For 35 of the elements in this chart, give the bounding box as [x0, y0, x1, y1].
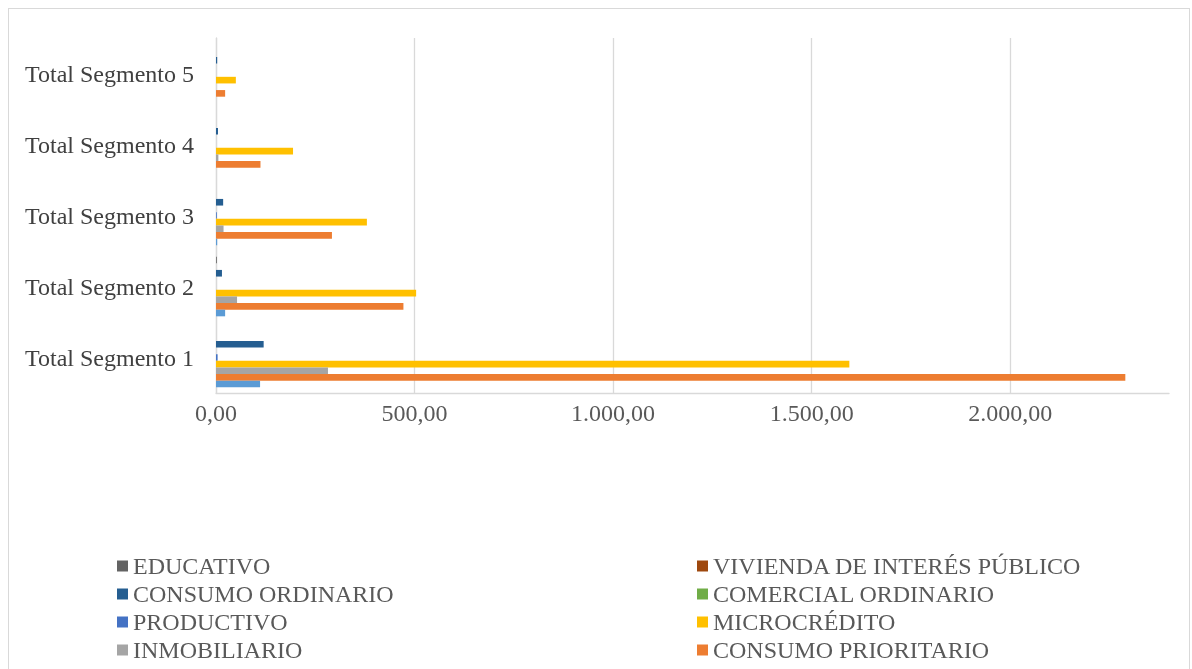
bar [216, 90, 226, 97]
bar [216, 374, 1126, 381]
legend-label: EDUCATIVO [133, 553, 271, 579]
x-tick-label: 1.500,00 [769, 400, 854, 426]
bar [216, 76, 236, 84]
bar [216, 289, 417, 297]
legend-label: CONSUMO ORDINARIO [133, 581, 394, 607]
x-tick-label: 500,00 [381, 400, 448, 426]
y-tick-label: Total Segmento 3 [25, 202, 194, 229]
bar [216, 380, 261, 388]
y-tick-label: Total Segmento 1 [25, 344, 194, 371]
bar [216, 218, 367, 226]
bar [216, 303, 404, 310]
legend-label: CONSUMO PRIORITARIO [713, 637, 990, 663]
legend-label: VIVIENDA DE INTERÉS PÚBLICO [713, 553, 1081, 579]
x-tick-label: 0,00 [195, 400, 237, 426]
bar [216, 225, 224, 233]
bar [216, 147, 294, 155]
bar [216, 360, 850, 368]
y-tick-label: Total Segmento 4 [25, 131, 194, 158]
bar [216, 340, 264, 348]
bar [216, 269, 222, 277]
x-tick-label: 1.000,00 [571, 400, 656, 426]
legend-label: PRODUCTIVO [133, 609, 288, 635]
bar [216, 367, 328, 375]
legend-label: MICROCRÉDITO [713, 609, 896, 635]
bar [216, 296, 238, 304]
y-tick-label: Total Segmento 2 [25, 273, 194, 300]
legend-label: INMOBILIARIO [133, 637, 303, 663]
bar [216, 161, 261, 168]
x-tick-label: 2.000,00 [968, 400, 1053, 426]
legend-label: COMERCIAL ORDINARIO [713, 581, 995, 607]
bar [216, 232, 332, 239]
bar [216, 198, 224, 206]
y-tick-label: Total Segmento 5 [25, 60, 194, 87]
